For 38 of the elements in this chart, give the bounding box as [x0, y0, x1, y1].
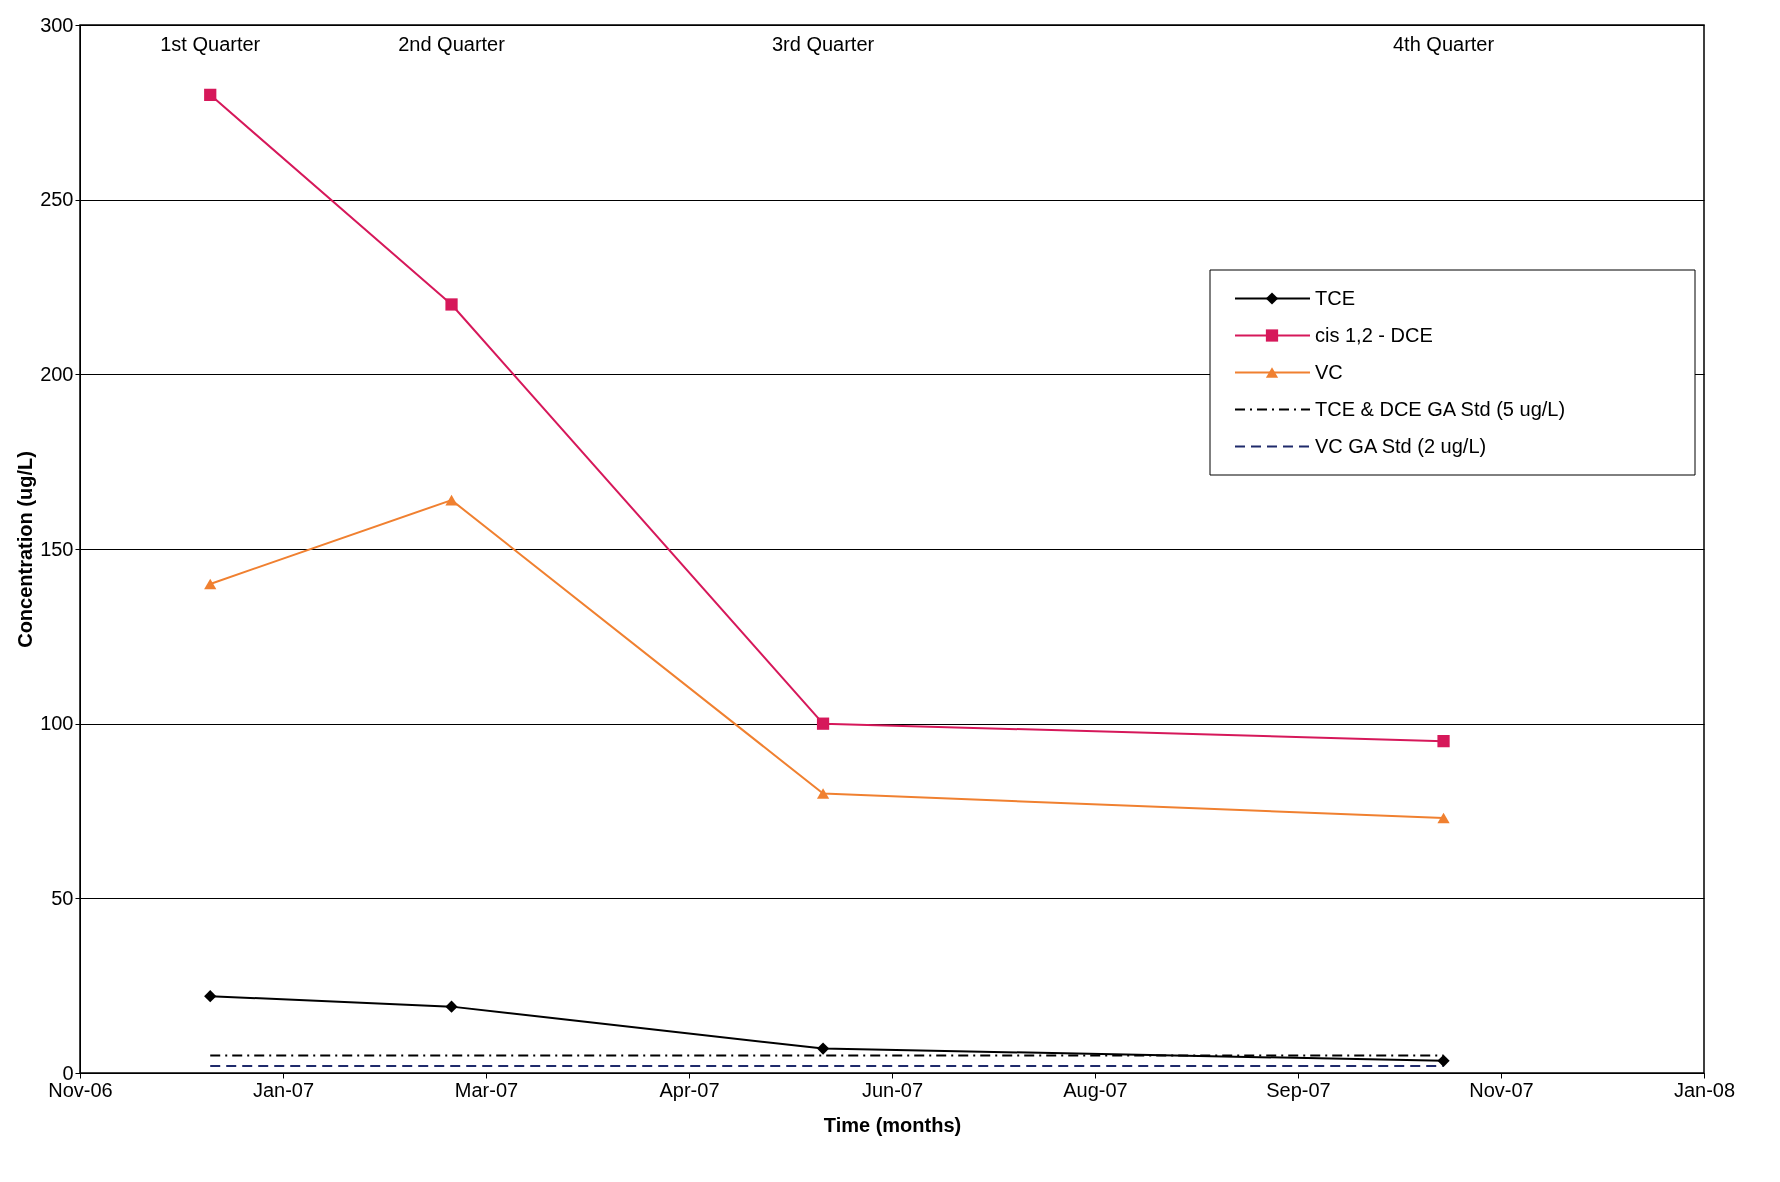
point	[204, 88, 217, 101]
point	[1437, 1054, 1450, 1067]
y-tick-label: 150	[40, 537, 74, 560]
x-axis-title: Time (months)	[823, 1113, 962, 1136]
point	[204, 990, 217, 1003]
legend-label: VC GA Std (2 ug/L)	[1315, 434, 1487, 457]
y-tick-label: 0	[62, 1061, 74, 1084]
x-tick-label: Nov-07	[1469, 1078, 1534, 1101]
legend-label: TCE	[1315, 286, 1355, 309]
y-tick-label: 50	[51, 886, 74, 909]
legend-label: TCE & DCE GA Std (5 ug/L)	[1315, 397, 1566, 420]
y-tick-label: 200	[40, 362, 74, 385]
point	[445, 1000, 458, 1013]
y-axis-title: Concentration (ug/L)	[14, 451, 37, 648]
point	[1437, 812, 1450, 824]
y-tick-label: 250	[40, 188, 74, 211]
point	[204, 578, 217, 590]
x-tick-label: Jan-08	[1673, 1078, 1736, 1101]
point	[1437, 735, 1450, 748]
x-tick-label: Apr-07	[659, 1078, 720, 1101]
annotation: 2nd Quarter	[398, 33, 506, 55]
legend-label: VC	[1315, 360, 1343, 383]
annotation: 1st Quarter	[160, 33, 261, 55]
point	[816, 1042, 830, 1055]
point	[816, 717, 830, 730]
x-tick-label: Aug-07	[1063, 1078, 1128, 1101]
x-tick-label: Sep-07	[1266, 1078, 1331, 1101]
point	[445, 494, 458, 506]
x-tick-label: Jun-07	[861, 1078, 924, 1101]
point	[445, 298, 458, 311]
point	[816, 788, 830, 799]
x-tick-label: Mar-07	[454, 1078, 519, 1101]
annotation: 4th Quarter	[1392, 33, 1495, 55]
y-tick-label: 300	[40, 13, 74, 36]
x-tick-label: Jan-07	[252, 1078, 315, 1101]
legend-label: cis 1,2 - DCE	[1315, 323, 1433, 346]
y-tick-label: 100	[40, 712, 74, 735]
annotation: 3rd Quarter	[771, 33, 875, 55]
